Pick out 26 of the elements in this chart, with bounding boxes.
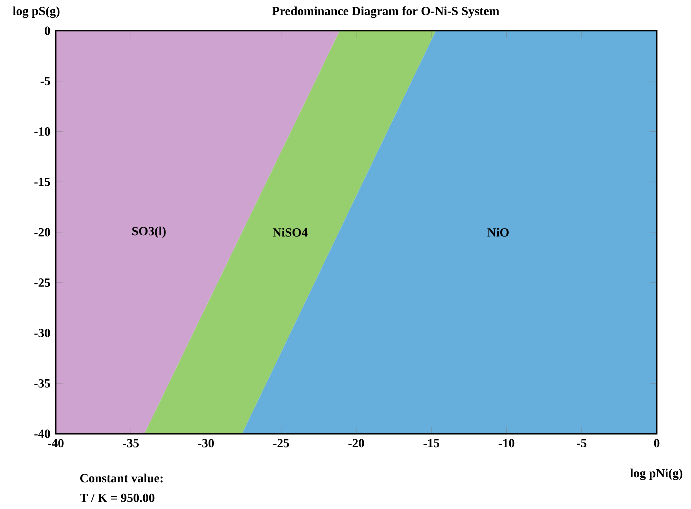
x-tick-label: -20 (348, 439, 364, 448)
x-tick-label: -15 (424, 439, 440, 448)
series-label: NiSO4 (272, 228, 308, 237)
text: T / K = 950.00 (80, 494, 155, 502)
x-axis-title: log pNi(g) (630, 468, 683, 480)
x-tick-label: -35 (123, 439, 139, 448)
y-tick-label: -5 (40, 77, 50, 86)
y-tick-label: -40 (34, 430, 50, 438)
x-tick-label: -10 (498, 439, 515, 448)
x-tick-label: -40 (48, 439, 64, 448)
y-axis-title: log pS(g) (13, 6, 60, 18)
chart-title: Predominance Diagram for O-Ni-S System (272, 6, 500, 18)
x-tick-label: -30 (198, 439, 214, 448)
y-tick-label: -30 (34, 329, 50, 338)
y-tick-label: 0 (45, 26, 50, 36)
y-tick-label: -10 (34, 128, 50, 136)
x-tick-label: -25 (274, 439, 290, 448)
series-label: SO3(l) (132, 226, 166, 238)
text: Constant value: (80, 474, 163, 483)
x-tick-label: 0 (654, 439, 660, 448)
series-label: NiO (488, 228, 509, 237)
y-tick-label: -20 (34, 228, 50, 237)
y-tick-label: -25 (34, 278, 50, 288)
y-tick-label: -35 (34, 379, 50, 388)
x-tick-label: -5 (577, 439, 587, 448)
y-tick-label: -15 (34, 178, 50, 186)
